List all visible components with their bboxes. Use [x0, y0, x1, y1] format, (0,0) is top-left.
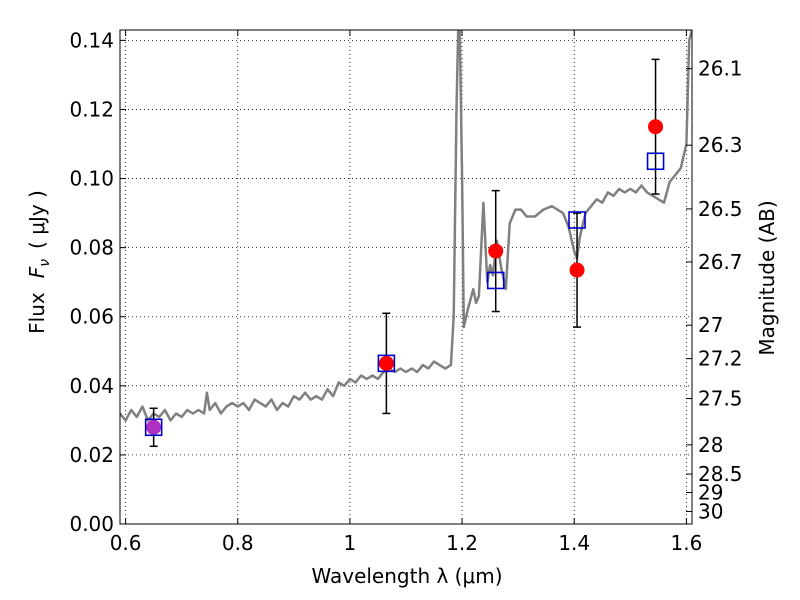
y2-tick-label: 26.7 [698, 250, 743, 274]
y-tick-label: 0.12 [69, 97, 114, 121]
y2-tick-label: 27.5 [698, 387, 743, 411]
y-axis-label-text: Flux [25, 292, 49, 334]
x-tick-label: 1 [344, 531, 357, 555]
y2-tick-label: 30 [698, 499, 723, 523]
y2-tick-label: 27 [698, 313, 723, 337]
y-tick-label: 0.04 [69, 374, 114, 398]
model-layer [144, 152, 665, 437]
y2-tick-label: 29 [698, 480, 723, 504]
y2-tick-label: 27.2 [698, 347, 743, 371]
model-point [646, 152, 665, 171]
model-point [486, 271, 505, 290]
model-point [568, 211, 586, 229]
y-tick-label: 0.00 [69, 512, 114, 536]
model-spectrum-line [120, 30, 692, 422]
observed-point [378, 355, 394, 371]
x-tick-label: 1.4 [558, 531, 590, 555]
x-tick-label: 0.8 [222, 531, 254, 555]
y2-tick-label: 28.5 [698, 462, 743, 486]
observed-point [569, 262, 585, 278]
model-point [377, 354, 396, 373]
model-point [144, 418, 163, 437]
x-tick-label: 0.6 [110, 531, 142, 555]
x-tick-label: 1.6 [670, 531, 702, 555]
errorbar-layer [149, 58, 660, 448]
y2-axis-label: Magnitude (AB) [755, 200, 779, 355]
y-axis-label-symbol: F [25, 266, 49, 278]
y2-tick-label: 28 [698, 433, 723, 457]
x-axis-label: Wavelength λ (μm) [311, 564, 502, 588]
x-tick-label: 1.2 [446, 531, 478, 555]
grid-layer [120, 30, 692, 525]
y-axis-label: Flux Fν ( μJy ) [25, 190, 53, 334]
spectrum-layer [120, 30, 692, 422]
y-tick-label: 0.14 [69, 28, 114, 52]
y-axis-label-unit: ( μJy ) [25, 190, 49, 249]
observed-layer [146, 119, 664, 435]
observed-point [648, 119, 664, 135]
y-tick-label: 0.02 [69, 443, 114, 467]
y-axis-label-subscript: ν [37, 259, 53, 267]
y2-tick-label: 26.1 [698, 57, 743, 81]
y-tick-label: 0.08 [69, 236, 114, 260]
tick-layer: 0.6 0.8 1 1.2 1.4 1.6 0.00 0.02 0.04 0.06 0.08 0.10… [69, 28, 742, 555]
y-tick-label: 0.06 [69, 305, 114, 329]
observed-point [146, 419, 162, 435]
observed-point [488, 243, 504, 259]
y2-tick-label: 26.3 [698, 133, 743, 157]
plot-frame [119, 29, 693, 525]
y2-tick-label: 26.5 [698, 197, 743, 221]
y-tick-label: 0.10 [69, 167, 114, 191]
